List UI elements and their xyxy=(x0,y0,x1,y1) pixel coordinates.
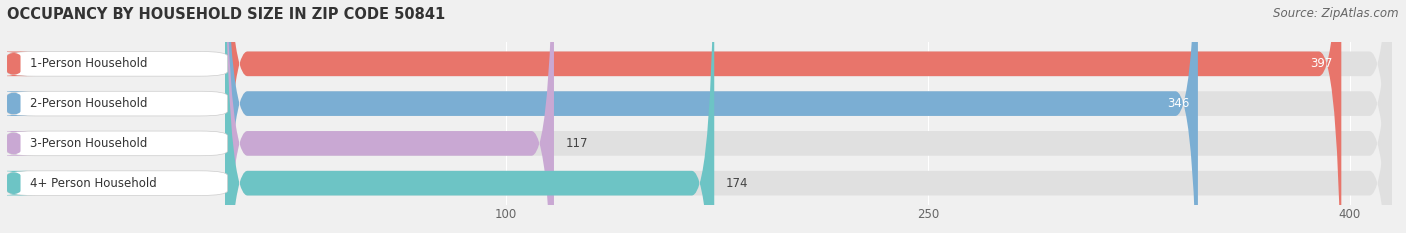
FancyBboxPatch shape xyxy=(7,171,228,195)
FancyBboxPatch shape xyxy=(7,51,228,76)
FancyBboxPatch shape xyxy=(225,0,1392,233)
Text: 174: 174 xyxy=(725,177,748,190)
Text: 1-Person Household: 1-Person Household xyxy=(30,57,148,70)
Text: 3-Person Household: 3-Person Household xyxy=(30,137,146,150)
Text: 4+ Person Household: 4+ Person Household xyxy=(30,177,156,190)
Text: 2-Person Household: 2-Person Household xyxy=(30,97,148,110)
FancyBboxPatch shape xyxy=(7,131,228,156)
FancyBboxPatch shape xyxy=(7,91,228,116)
FancyBboxPatch shape xyxy=(0,51,34,76)
FancyBboxPatch shape xyxy=(225,0,1392,233)
FancyBboxPatch shape xyxy=(0,91,34,116)
FancyBboxPatch shape xyxy=(0,131,34,156)
Text: 397: 397 xyxy=(1310,57,1333,70)
FancyBboxPatch shape xyxy=(225,0,1341,233)
FancyBboxPatch shape xyxy=(225,0,554,233)
Text: 346: 346 xyxy=(1167,97,1189,110)
FancyBboxPatch shape xyxy=(225,0,1392,233)
Text: Source: ZipAtlas.com: Source: ZipAtlas.com xyxy=(1274,7,1399,20)
FancyBboxPatch shape xyxy=(225,0,714,233)
Text: 117: 117 xyxy=(565,137,588,150)
FancyBboxPatch shape xyxy=(225,0,1392,233)
FancyBboxPatch shape xyxy=(0,171,34,195)
FancyBboxPatch shape xyxy=(225,0,1198,233)
Text: OCCUPANCY BY HOUSEHOLD SIZE IN ZIP CODE 50841: OCCUPANCY BY HOUSEHOLD SIZE IN ZIP CODE … xyxy=(7,7,446,22)
